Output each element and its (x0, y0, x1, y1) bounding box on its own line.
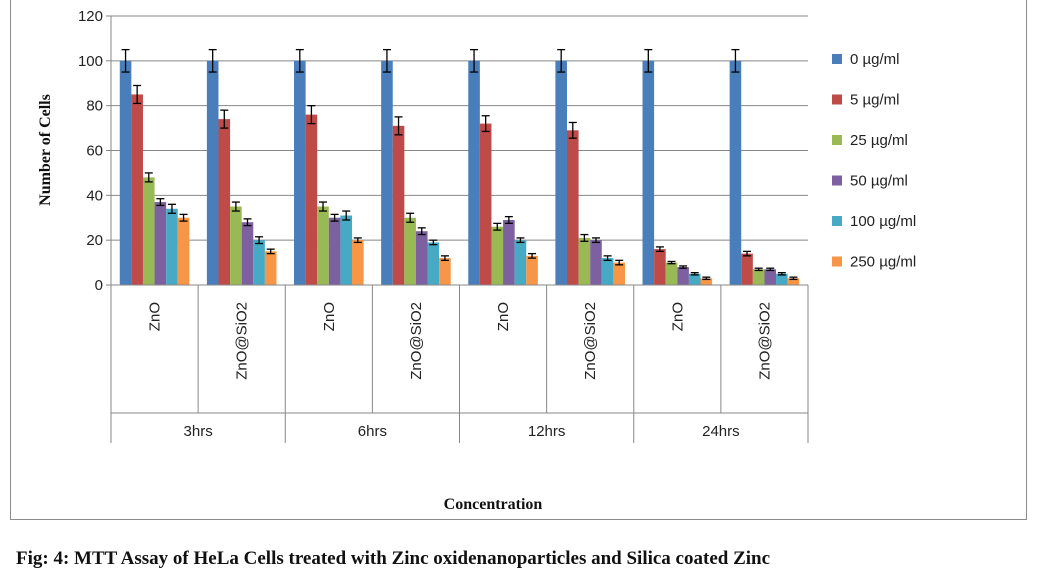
bar (601, 258, 614, 285)
bar (218, 119, 231, 285)
x-group-label: 24hrs (702, 423, 740, 440)
bar (392, 125, 405, 285)
bar (294, 60, 306, 286)
x-group-label: 12hrs (528, 423, 566, 440)
bar (230, 206, 242, 285)
y-tick-label: 60 (86, 143, 103, 160)
bar (415, 231, 428, 285)
legend-label: 0 µg/ml (850, 51, 900, 68)
bar (131, 94, 143, 285)
y-tick-label: 20 (86, 232, 103, 249)
bar (514, 240, 527, 285)
bar (491, 226, 504, 285)
legend-label: 250 µg/ml (850, 254, 916, 271)
bar (688, 273, 701, 285)
y-tick-label: 0 (95, 277, 103, 294)
bar (642, 60, 655, 286)
x-axis-title: Concentration (444, 496, 543, 513)
bar (700, 278, 713, 285)
figure-caption: Fig: 4: MTT Assay of HeLa Cells treated … (16, 548, 771, 569)
legend-swatch (832, 256, 842, 267)
bar (468, 60, 480, 286)
bar (654, 249, 666, 285)
x-category-label: ZnO (669, 302, 686, 331)
bar (142, 177, 155, 285)
bar (404, 217, 416, 285)
bar (166, 208, 178, 285)
bar (154, 202, 167, 285)
y-tick-label: 120 (78, 8, 103, 25)
x-category-label: ZnO@SiO2 (756, 302, 773, 380)
bar (677, 267, 689, 285)
y-tick-label: 40 (86, 187, 103, 204)
legend-swatch (832, 216, 842, 226)
x-category-label: ZnO (147, 302, 164, 331)
bar (613, 262, 625, 285)
x-group-label: 3hrs (184, 423, 213, 440)
bar (340, 215, 353, 285)
bar (729, 60, 742, 286)
bar (665, 262, 678, 285)
bar (352, 240, 364, 285)
x-group-label: 6hrs (358, 423, 387, 440)
bar (317, 206, 329, 285)
bar (555, 60, 567, 286)
bar (381, 60, 393, 286)
legend-swatch (832, 135, 842, 145)
legend-label: 25 µg/ml (850, 132, 908, 149)
legend-label: 50 µg/ml (850, 173, 908, 190)
legend-swatch (832, 94, 842, 105)
y-tick-label: 100 (78, 53, 103, 70)
bar (439, 258, 451, 285)
legend-label: 5 µg/ml (850, 92, 900, 109)
bar (776, 273, 788, 285)
bar (479, 123, 492, 285)
bar (427, 242, 440, 285)
chart: 0 20 40 60 80 100 120 ZnO ZnO@SiO2 ZnO ZnO@SiO2 ZnO… (37, 8, 916, 513)
bar (241, 222, 254, 285)
chart-frame: 0 20 40 60 80 100 120 ZnO ZnO@SiO2 ZnO ZnO@SiO2 ZnO… (10, 0, 1027, 520)
bar (264, 251, 277, 285)
bar (305, 114, 318, 285)
bar (764, 269, 777, 285)
legend-swatch (832, 175, 842, 186)
y-tick-label: 80 (86, 98, 103, 115)
bar (752, 269, 765, 285)
bar (253, 240, 265, 285)
bar (590, 240, 602, 285)
bar (503, 219, 515, 285)
y-axis-title: Number of Cells (37, 94, 54, 206)
bar (578, 237, 591, 285)
x-category-label: ZnO@SiO2 (408, 302, 425, 380)
bar (787, 278, 800, 285)
x-category-label: ZnO (321, 302, 338, 331)
legend-swatch (832, 54, 842, 64)
bar (566, 130, 579, 285)
bar (119, 60, 132, 286)
bar (206, 60, 219, 286)
x-category-label: ZnO (495, 302, 512, 331)
legend-label: 100 µg/ml (850, 213, 916, 230)
bar (177, 217, 190, 285)
x-category-label: ZnO@SiO2 (582, 302, 599, 380)
bar (741, 253, 753, 285)
bar (328, 217, 341, 285)
x-category-label: ZnO@SiO2 (234, 302, 251, 380)
bar (526, 255, 538, 285)
